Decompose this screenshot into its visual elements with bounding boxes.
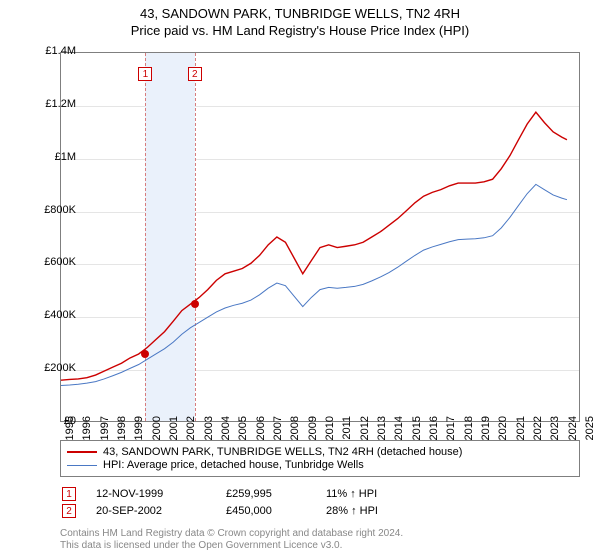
title-block: 43, SANDOWN PARK, TUNBRIDGE WELLS, TN2 4… — [0, 0, 600, 40]
title-line2: Price paid vs. HM Land Registry's House … — [0, 23, 600, 38]
plot-area: 12 — [60, 52, 580, 422]
sale-row-2: 2 20-SEP-2002 £450,000 28% ↑ HPI — [60, 504, 580, 518]
license-line1: Contains HM Land Registry data © Crown c… — [60, 528, 580, 540]
sale-delta-2: 28% ↑ HPI — [326, 505, 426, 517]
x-tick-label: 2025 — [584, 416, 596, 456]
y-tick-label: £600K — [26, 256, 76, 268]
sale-date-1: 12-NOV-1999 — [96, 488, 226, 500]
sale-dot — [141, 350, 149, 358]
sale-dot — [191, 300, 199, 308]
legend: 43, SANDOWN PARK, TUNBRIDGE WELLS, TN2 4… — [60, 440, 580, 477]
license-line2: This data is licensed under the Open Gov… — [60, 540, 580, 552]
chart-container: 43, SANDOWN PARK, TUNBRIDGE WELLS, TN2 4… — [0, 0, 600, 560]
y-tick-label: £400K — [26, 309, 76, 321]
sale-date-2: 20-SEP-2002 — [96, 505, 226, 517]
legend-row-hpi: HPI: Average price, detached house, Tunb… — [67, 459, 573, 471]
y-tick-label: £1M — [26, 151, 76, 163]
sale-price-2: £450,000 — [226, 505, 326, 517]
sale-delta-1: 11% ↑ HPI — [326, 488, 426, 500]
legend-swatch-hpi — [67, 465, 97, 466]
title-line1: 43, SANDOWN PARK, TUNBRIDGE WELLS, TN2 4… — [0, 6, 600, 21]
legend-swatch-property — [67, 451, 97, 453]
y-tick-label: £1.2M — [26, 98, 76, 110]
sale-row-1: 1 12-NOV-1999 £259,995 11% ↑ HPI — [60, 487, 580, 501]
sale-marker-2: 2 — [62, 504, 76, 518]
y-tick-label: £800K — [26, 204, 76, 216]
sale-marker-1: 1 — [62, 487, 76, 501]
y-tick-label: £1.4M — [26, 45, 76, 57]
sale-price-1: £259,995 — [226, 488, 326, 500]
license-text: Contains HM Land Registry data © Crown c… — [60, 528, 580, 552]
y-tick-label: £200K — [26, 362, 76, 374]
line-series — [61, 53, 579, 421]
legend-label-hpi: HPI: Average price, detached house, Tunb… — [103, 459, 364, 471]
event-marker: 1 — [138, 67, 152, 81]
sales-table: 1 12-NOV-1999 £259,995 11% ↑ HPI 2 20-SE… — [60, 484, 580, 521]
legend-label-property: 43, SANDOWN PARK, TUNBRIDGE WELLS, TN2 4… — [103, 446, 462, 458]
legend-row-property: 43, SANDOWN PARK, TUNBRIDGE WELLS, TN2 4… — [67, 446, 573, 458]
series-property — [61, 112, 567, 380]
event-marker: 2 — [188, 67, 202, 81]
